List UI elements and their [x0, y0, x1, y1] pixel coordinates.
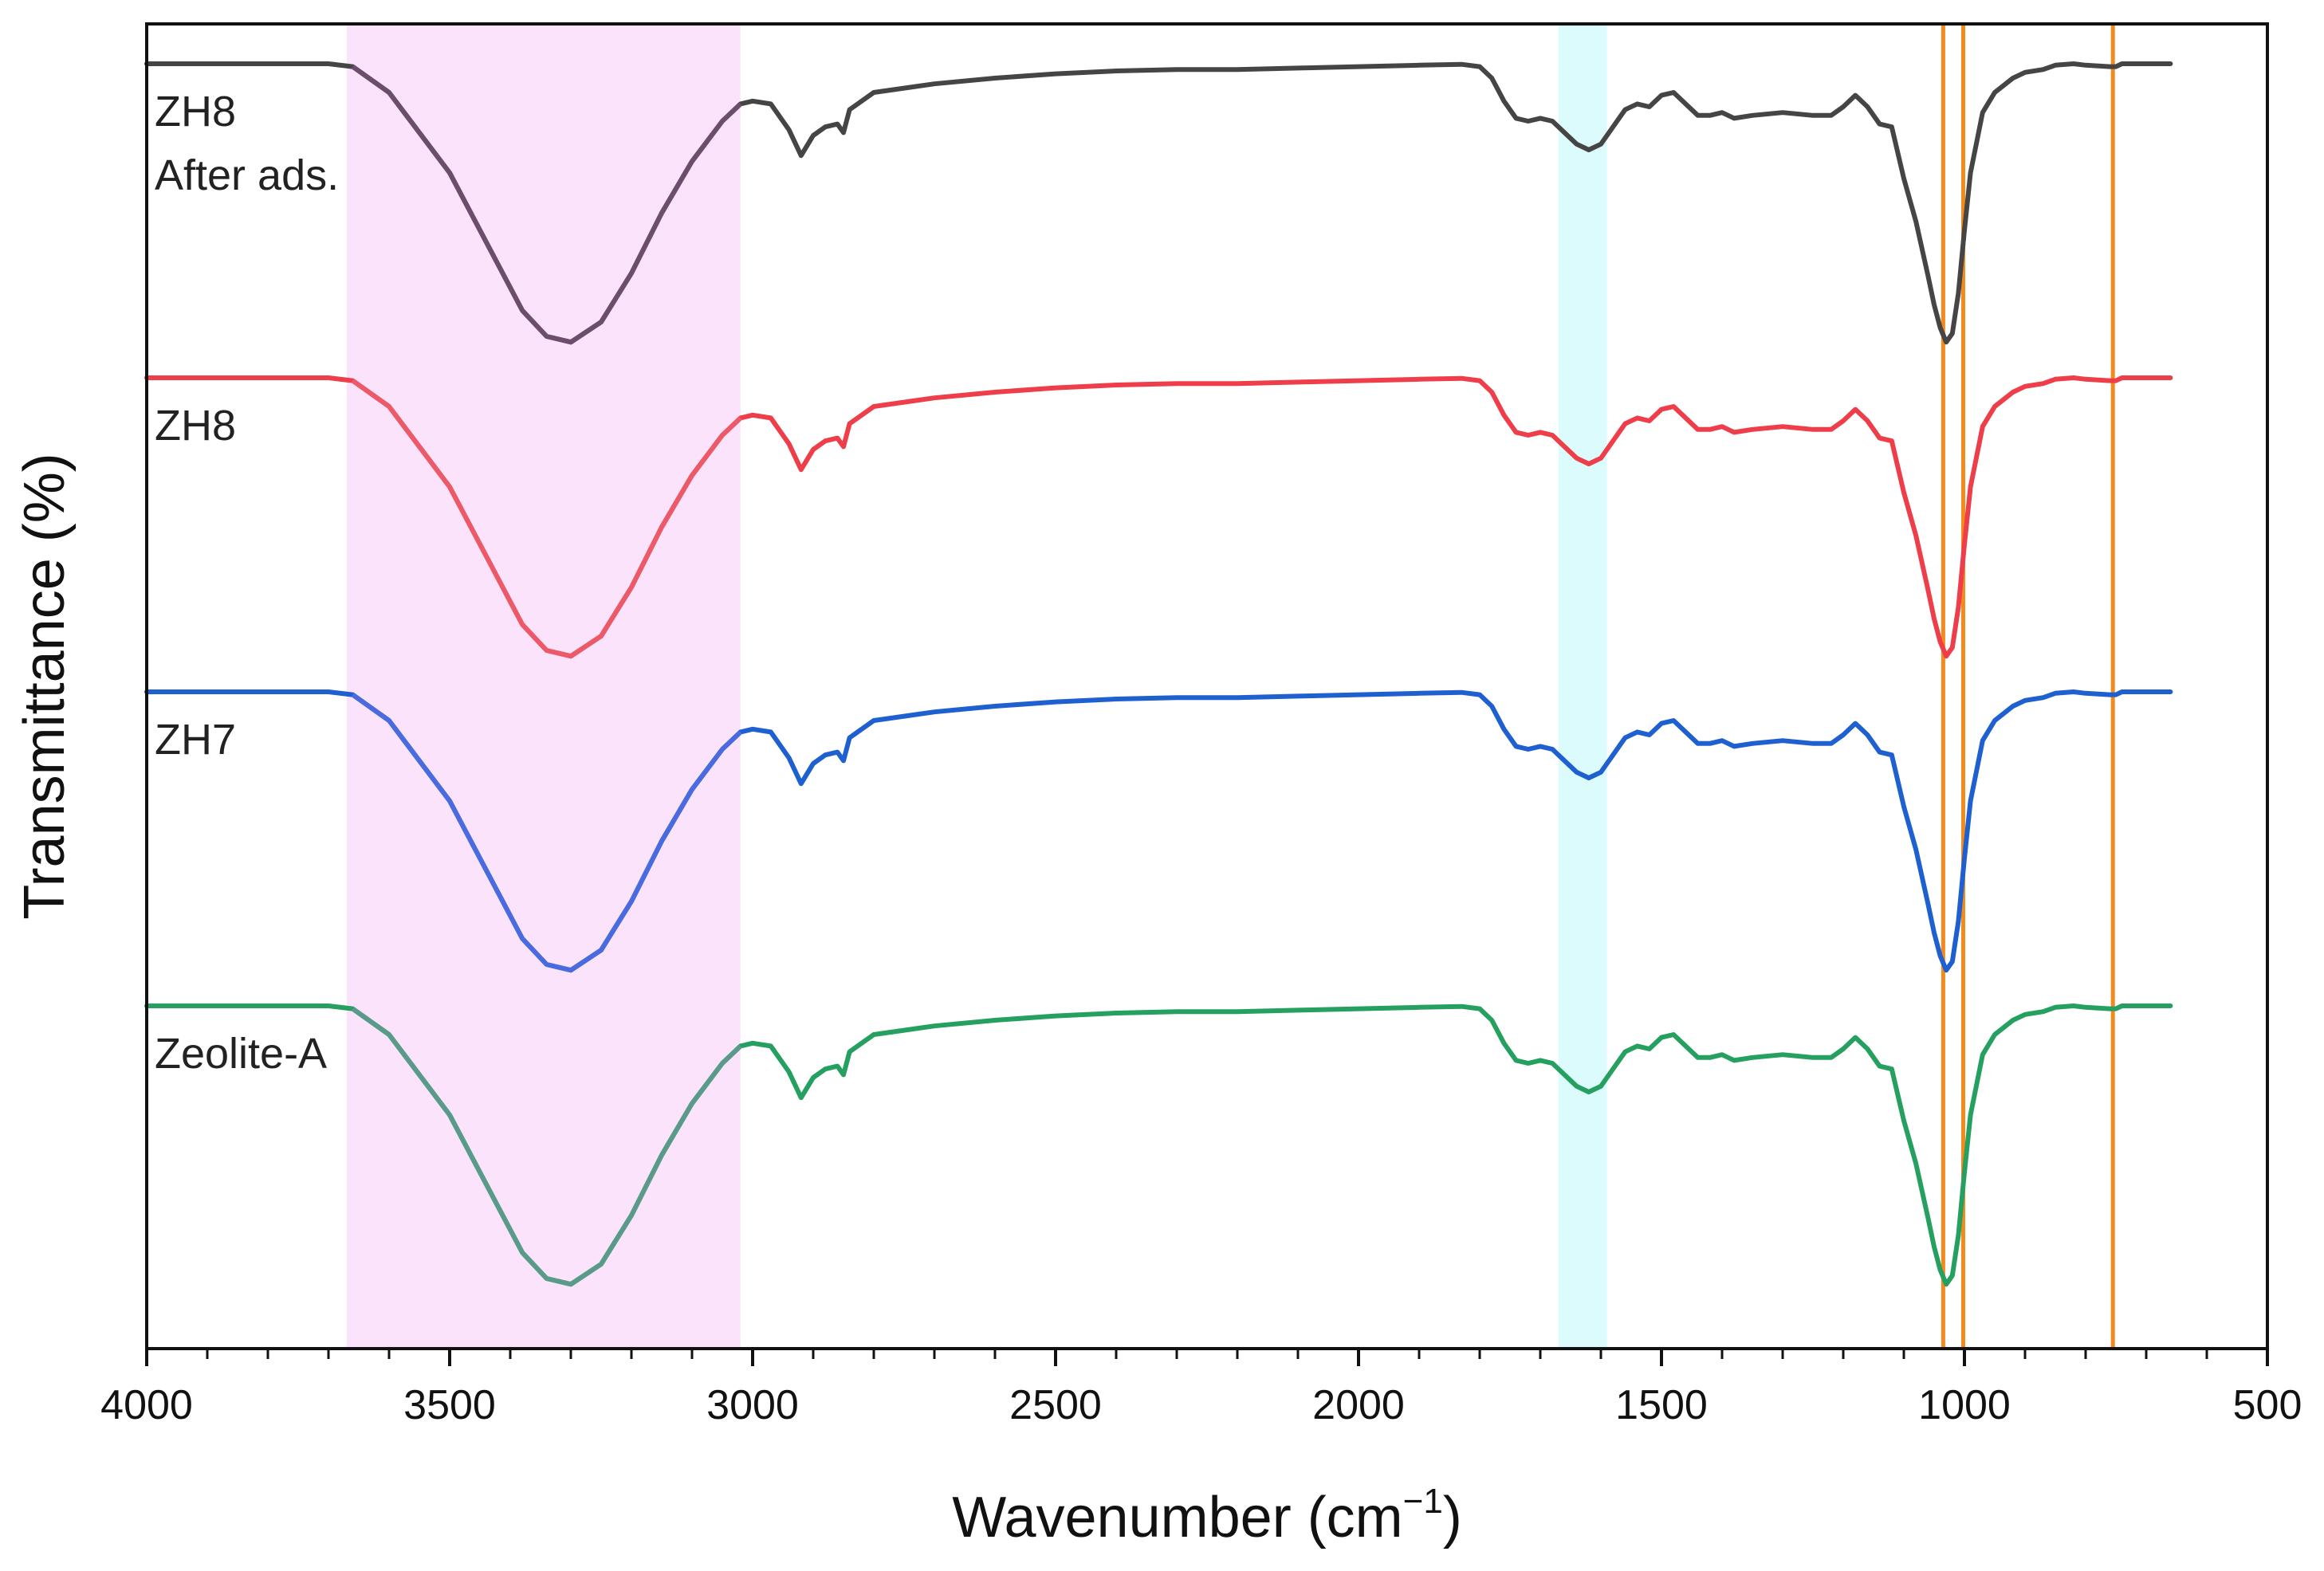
highlight-bands — [346, 24, 1607, 1349]
x-tick-label-4: 2500 — [1009, 1382, 1102, 1428]
series-band-segment-1 — [351, 65, 742, 345]
highlight-band-2 — [1558, 24, 1607, 1349]
highlight-band-1 — [346, 24, 741, 1349]
series-line-3 — [144, 689, 2173, 973]
series-label-1-line-2: After ads. — [155, 151, 339, 199]
x-axis-ticks — [145, 1349, 2269, 1366]
x-tick-label-1: 4000 — [100, 1382, 193, 1428]
series-band-segment-2 — [351, 379, 742, 659]
series-line-4 — [144, 1003, 2173, 1287]
plot-frame — [145, 22, 2269, 1350]
x-axis-tick-labels: 4000 3500 3000 2500 2000 1500 1000 500 — [100, 1382, 2302, 1428]
series-line-2 — [144, 375, 2173, 659]
series-lines — [144, 61, 2173, 1287]
series-label-4-line-1: Zeolite-A — [155, 1030, 327, 1078]
series-label-3-line-1: ZH7 — [155, 716, 236, 764]
x-tick-label-5: 2000 — [1312, 1382, 1405, 1428]
x-tick-label-6: 1500 — [1615, 1382, 1708, 1428]
x-tick-label-2: 3500 — [403, 1382, 496, 1428]
x-axis-title: Wavenumber (cm−1) — [952, 1482, 1462, 1549]
series-band-segment-4 — [351, 1007, 742, 1287]
x-tick-label-8: 500 — [2233, 1382, 2302, 1428]
series-label-1-line-1: ZH8 — [155, 88, 236, 135]
series-labels: ZH8 After ads. ZH8 ZH7 Zeolite-A — [155, 88, 339, 1078]
series-line-1 — [144, 61, 2173, 345]
series-label-2-line-1: ZH8 — [155, 402, 236, 450]
x-tick-label-3: 3000 — [706, 1382, 799, 1428]
x-tick-label-7: 1000 — [1918, 1382, 2011, 1428]
series-band-segment-3 — [351, 693, 742, 973]
y-axis-title: Transmittance (%) — [13, 453, 77, 919]
